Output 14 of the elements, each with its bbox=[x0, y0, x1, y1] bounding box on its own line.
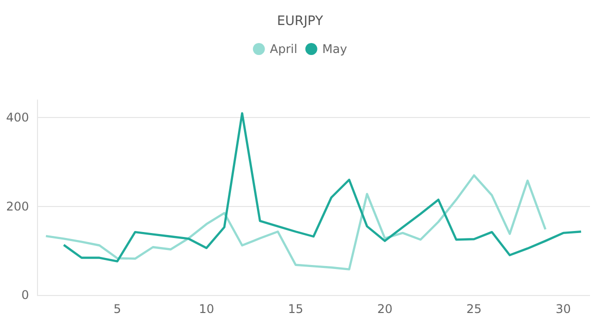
line-series bbox=[44, 174, 547, 270]
x-tick-label: 25 bbox=[466, 302, 482, 316]
legend-label: April bbox=[270, 42, 298, 56]
y-tick-label: 0 bbox=[21, 288, 29, 302]
x-tick-label: 30 bbox=[556, 302, 571, 316]
x-tick-label: 20 bbox=[377, 302, 392, 316]
x-tick-label: 10 bbox=[198, 302, 214, 316]
x-tick-label: 5 bbox=[113, 302, 122, 316]
chart-title: EURJPY bbox=[276, 14, 324, 29]
line-series bbox=[62, 112, 582, 262]
legend-label: May bbox=[322, 42, 348, 56]
y-tick-label: 200 bbox=[6, 199, 29, 214]
y-tick-label: 400 bbox=[6, 110, 29, 125]
x-tick-label: 15 bbox=[288, 302, 304, 316]
